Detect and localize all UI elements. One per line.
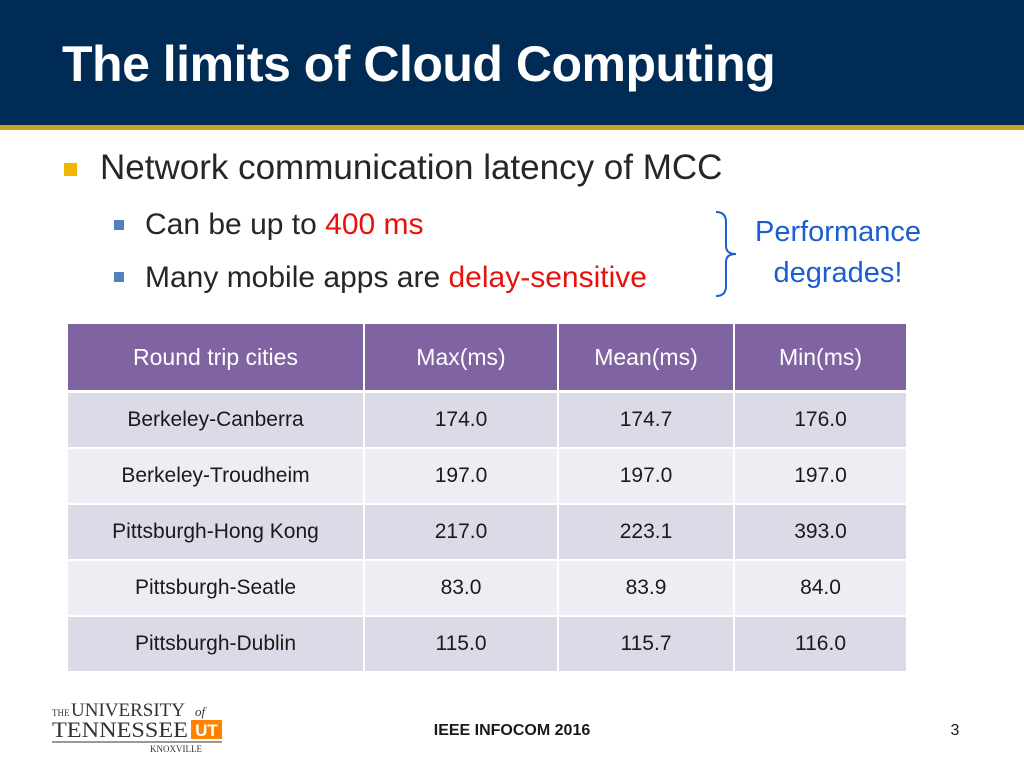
header-min: Min(ms) <box>734 324 906 393</box>
slide-title: The limits of Cloud Computing <box>62 36 776 92</box>
cell-mean: 174.7 <box>558 391 735 449</box>
table-row: Berkeley-Troudheim 197.0 197.0 197.0 <box>68 448 906 505</box>
delay-highlight: delay-sensitive <box>448 261 647 294</box>
sub-bullet-delay-text: Many mobile apps are <box>145 261 449 294</box>
cell-cities: Berkeley-Canberra <box>68 391 365 449</box>
cell-max: 197.0 <box>364 448 559 505</box>
logo-knoxville: KNOXVILLE <box>150 744 202 753</box>
slide-header <box>0 0 1024 125</box>
cell-max: 174.0 <box>364 391 559 449</box>
cell-min: 197.0 <box>734 448 906 505</box>
logo-of: of <box>195 704 208 719</box>
header-accent-rule <box>0 125 1024 130</box>
cell-mean: 83.9 <box>558 560 735 617</box>
cell-cities: Pittsburgh-Seatle <box>68 560 365 617</box>
table-row: Pittsburgh-Seatle 83.0 83.9 84.0 <box>68 560 906 617</box>
sub-bullet-square-icon <box>114 272 124 282</box>
cell-max: 83.0 <box>364 560 559 617</box>
table-row: Pittsburgh-Hong Kong 217.0 223.1 393.0 <box>68 504 906 561</box>
ut-mark-icon <box>191 720 222 739</box>
logo-university: UNIVERSITY <box>71 700 185 721</box>
cell-mean: 197.0 <box>558 448 735 505</box>
latency-table: Round trip cities Max(ms) Mean(ms) Min(m… <box>68 324 906 673</box>
curly-brace-icon <box>715 211 737 297</box>
cell-mean: 115.7 <box>558 616 735 673</box>
cell-mean: 223.1 <box>558 504 735 561</box>
logo-ut: UT <box>195 721 218 740</box>
header-mean: Mean(ms) <box>558 324 735 393</box>
latency-highlight: 400 ms <box>325 208 424 241</box>
cell-min: 116.0 <box>734 616 906 673</box>
footer-conference: IEEE INFOCOM 2016 <box>433 722 591 739</box>
cell-max: 217.0 <box>364 504 559 561</box>
cell-min: 84.0 <box>734 560 906 617</box>
cell-cities: Berkeley-Troudheim <box>68 448 365 505</box>
university-logo: THE UNIVERSITY of TENNESSEE UT KNOXVILLE <box>52 700 222 753</box>
sub-bullet-square-icon <box>114 220 124 230</box>
header-max: Max(ms) <box>364 324 559 393</box>
table-row: Berkeley-Canberra 174.0 174.7 176.0 <box>68 391 906 449</box>
cell-min: 176.0 <box>734 391 906 449</box>
cell-cities: Pittsburgh-Hong Kong <box>68 504 365 561</box>
cell-max: 115.0 <box>364 616 559 673</box>
header-cities: Round trip cities <box>68 324 365 393</box>
cell-cities: Pittsburgh-Dublin <box>68 616 365 673</box>
cell-min: 393.0 <box>734 504 906 561</box>
callout-line-2: degrades! <box>773 257 903 289</box>
bullet-square-icon <box>64 163 77 176</box>
sub-bullet-delay: Many mobile apps are delay-sensitive <box>145 258 647 298</box>
table-header-row: Round trip cities Max(ms) Mean(ms) Min(m… <box>68 324 906 393</box>
table-row: Pittsburgh-Dublin 115.0 115.7 116.0 <box>68 616 906 673</box>
performance-callout: Performance degrades! <box>738 212 938 294</box>
sub-bullet-latency-text: Can be up to <box>145 208 326 241</box>
bullet-main: Network communication latency of MCC <box>100 148 723 187</box>
callout-line-1: Performance <box>754 216 921 248</box>
sub-bullet-latency: Can be up to 400 ms <box>145 205 424 245</box>
page-number: 3 <box>950 722 960 739</box>
logo-the: THE <box>52 708 70 718</box>
logo-tennessee: TENNESSEE <box>52 717 188 742</box>
